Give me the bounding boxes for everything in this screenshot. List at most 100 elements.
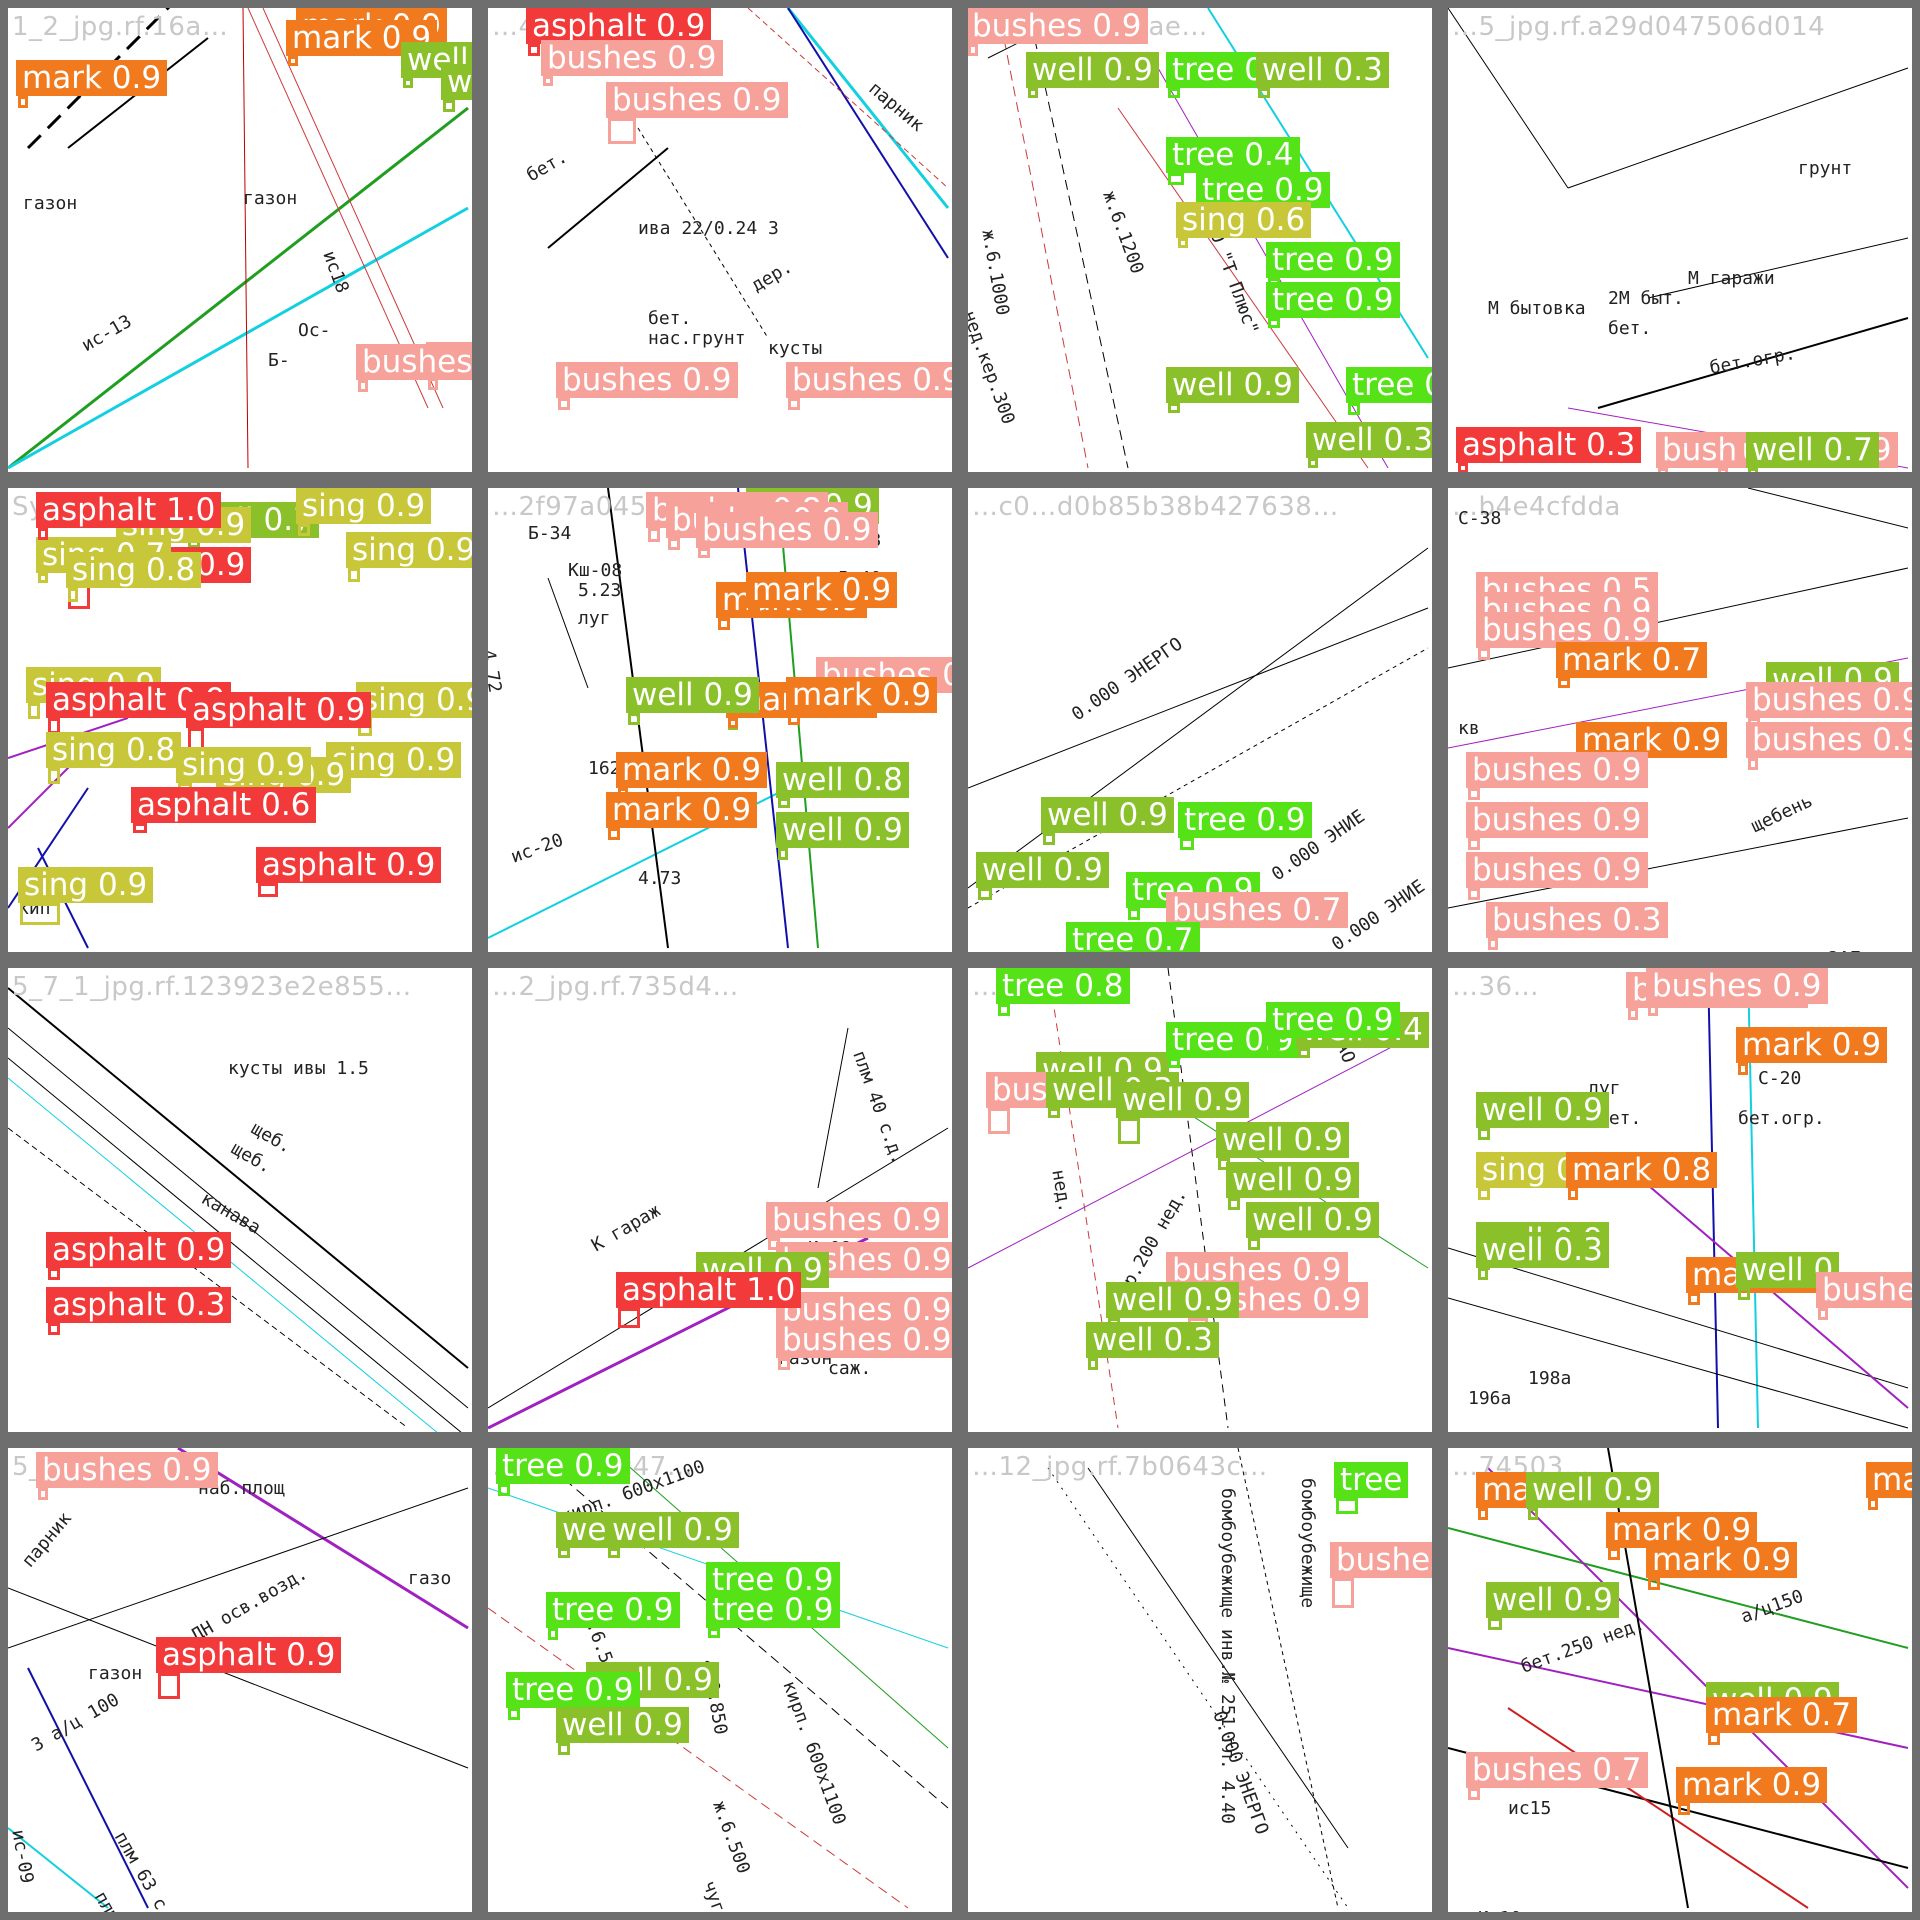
detection-sing[interactable]: sing 0.9: [1476, 1152, 1612, 1200]
detection-mark[interactable]: ma: [1866, 1462, 1912, 1510]
detection-bushes[interactable]: bushes 0.9: [666, 502, 848, 550]
detection-tree[interactable]: tree 0.9: [1266, 282, 1400, 328]
detection-well[interactable]: well 0.3: [1256, 52, 1389, 98]
detection-well[interactable]: well 0.9: [1216, 1122, 1349, 1170]
detection-tree[interactable]: tree 0.9: [1266, 1002, 1400, 1050]
detection-sing[interactable]: sing 0.9: [356, 682, 472, 736]
detection-asphalt[interactable]: asphalt 0.9: [46, 1232, 232, 1280]
detection-sing[interactable]: sing 0.9: [26, 667, 162, 719]
detection-asphalt[interactable]: asphalt 1.0: [616, 1272, 802, 1328]
detection-sing[interactable]: sing 0.6: [1176, 202, 1312, 248]
detection-tree[interactable]: tree 0.9: [1166, 1022, 1300, 1068]
detection-mark[interactable]: mark 0.9: [726, 682, 878, 728]
detection-asphalt[interactable]: asphalt 0.3: [1456, 427, 1642, 472]
detection-bushes[interactable]: bushes 0.9: [1476, 592, 1658, 642]
detection-bushes[interactable]: bushes 0.9: [541, 40, 723, 86]
detection-well[interactable]: well 0.9: [1166, 367, 1299, 413]
detection-bushes[interactable]: bushes 0.9: [1716, 432, 1898, 472]
detection-asphalt[interactable]: asphalt 0.6: [131, 787, 317, 833]
detection-tree[interactable]: tree 0.9: [1178, 802, 1312, 850]
detection-bushes[interactable]: bushes 0.9: [1466, 752, 1648, 800]
detection-asphalt[interactable]: asphalt 0.9: [256, 847, 442, 897]
detection-mark[interactable]: mark 0.9: [286, 20, 438, 66]
detection-tree[interactable]: tree 0.9: [546, 1592, 680, 1640]
detection-mark[interactable]: mark 0.9: [1676, 1767, 1828, 1815]
detection-tree[interactable]: tree 0.9: [1166, 52, 1300, 98]
detection-well[interactable]: well 0.9: [776, 812, 909, 860]
detection-mark[interactable]: mark 0.9: [606, 792, 758, 840]
detection-asphalt[interactable]: asphalt 0.9: [526, 8, 712, 56]
detection-mark[interactable]: mark 0.4: [1476, 1472, 1628, 1520]
detection-mark[interactable]: mark 0.7: [1706, 1697, 1858, 1745]
detection-well[interactable]: well 0.9: [556, 1707, 689, 1755]
detection-well[interactable]: well 0.9: [1476, 1092, 1609, 1140]
detection-well[interactable]: well 0.9: [1486, 1582, 1619, 1630]
detection-well[interactable]: well 0.9: [1106, 1282, 1239, 1330]
detection-mark[interactable]: mark 0.9: [1646, 1542, 1798, 1590]
detection-bushes[interactable]: bushes 0.9: [1746, 682, 1912, 730]
detection-mark[interactable]: mark 0.9: [1686, 1257, 1838, 1305]
detection-mark[interactable]: mark 0.9: [786, 677, 938, 725]
detection-well[interactable]: well 0.9: [1116, 1082, 1249, 1144]
detection-mark[interactable]: mark 0.9: [746, 572, 898, 618]
detection-mark[interactable]: mark 0.9: [1736, 1027, 1888, 1075]
detection-well[interactable]: well 0.9: [1526, 1472, 1659, 1520]
detection-bushes[interactable]: bushes 0.9: [1466, 802, 1648, 850]
detection-well[interactable]: well 0.4: [1296, 1012, 1429, 1058]
detection-bushes[interactable]: bushes 0.9: [36, 1452, 218, 1500]
detection-well[interactable]: well 0.9: [626, 677, 759, 725]
detection-bushes[interactable]: bushes 0.9: [1330, 1542, 1432, 1608]
detection-mark[interactable]: mark 0.7: [1556, 642, 1708, 688]
detection-tree[interactable]: tree 0.9: [1346, 367, 1432, 415]
detection-bushes[interactable]: bush: [1656, 432, 1744, 472]
detection-bushes[interactable]: bushes 0.9: [1646, 968, 1828, 1016]
detection-bushes[interactable]: bushes 0.7: [1466, 1752, 1648, 1800]
detection-bushes[interactable]: bushes 0.8: [1626, 972, 1808, 1020]
detection-sing[interactable]: sing 0.8: [46, 732, 182, 784]
detection-sing[interactable]: sing 0.9: [296, 488, 432, 536]
detection-mark[interactable]: mark 0.9: [16, 60, 168, 108]
detection-well[interactable]: well 0.9: [1041, 797, 1174, 845]
detection-sing[interactable]: sing 0.8: [66, 552, 202, 602]
detection-well[interactable]: well 0.8: [776, 762, 909, 808]
detection-bushes[interactable]: bushes 0.3: [1486, 902, 1668, 950]
detection-asphalt[interactable]: asphalt 0.3: [46, 1287, 232, 1335]
detection-well[interactable]: well 0.9: [606, 1512, 739, 1558]
detection-tree[interactable]: tree 0.9: [506, 1672, 640, 1720]
detection-asphalt[interactable]: asphalt 0.9: [156, 1637, 342, 1699]
detection-tree[interactable]: tree 0.4: [1166, 137, 1300, 185]
detection-well[interactable]: well 0.7: [1746, 432, 1879, 472]
detection-bushes[interactable]: bushes 0.9: [968, 8, 1148, 56]
detection-bushes[interactable]: bushes 0.9: [1476, 612, 1658, 660]
detection-well[interactable]: well 0.3: [1086, 1322, 1219, 1370]
detection-mark[interactable]: mark 0.8: [1566, 1152, 1718, 1200]
detection-tree[interactable]: tree 0.9: [1126, 872, 1260, 920]
detection-bushes[interactable]: bushes 0.9: [606, 82, 788, 144]
detection-bushes[interactable]: bushes 0.9: [986, 1072, 1168, 1134]
detection-well[interactable]: well 0.9: [1026, 52, 1159, 98]
detection-bushes[interactable]: bushes 0.9: [1746, 722, 1912, 770]
detection-sing[interactable]: sing 0.9: [18, 867, 154, 925]
detection-mark[interactable]: mark 0.9: [616, 752, 768, 800]
detection-bushes[interactable]: bushes 0.9: [776, 1322, 952, 1370]
detection-bushes[interactable]: bushes 0.9: [786, 362, 952, 410]
detection-well[interactable]: well 0.9: [441, 64, 472, 112]
detection-well[interactable]: well 0: [1736, 1252, 1840, 1300]
detection-well[interactable]: well 0.3: [1046, 1072, 1179, 1118]
detection-bushes[interactable]: bushes 0.9: [1466, 852, 1648, 900]
detection-asphalt[interactable]: asphalt 1.0: [36, 492, 222, 540]
detection-mark[interactable]: mark 0.9: [716, 582, 868, 630]
detection-tree[interactable]: tree: [1334, 1462, 1409, 1514]
detection-bushes[interactable]: bushes 0.3: [356, 344, 472, 392]
detection-well[interactable]: well 0.9: [401, 42, 472, 88]
detection-well[interactable]: well 0.9: [976, 852, 1109, 900]
detection-tree[interactable]: tree 0.9: [1266, 242, 1400, 288]
detection-well[interactable]: well 0.3: [1306, 422, 1432, 468]
detection-well[interactable]: well 0.9: [556, 1512, 689, 1558]
detection-mark[interactable]: mark 0.9: [1606, 1512, 1758, 1560]
detection-well[interactable]: well 0.3: [1476, 1232, 1609, 1280]
detection-sing[interactable]: sing 0.9: [176, 747, 312, 795]
detection-asphalt[interactable]: asphalt 0.9: [186, 692, 372, 752]
detection-bushes[interactable]: bushes 0.9: [556, 362, 738, 410]
detection-tree[interactable]: tree 0.9: [496, 1448, 630, 1496]
